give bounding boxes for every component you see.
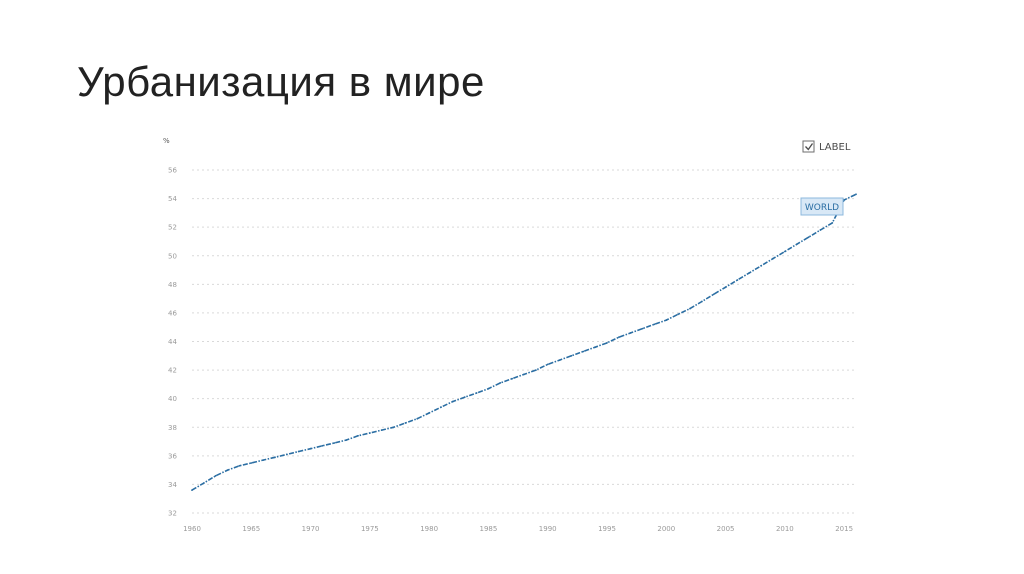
- series-label-text: WORLD: [805, 203, 839, 213]
- data-point-1976: [380, 429, 383, 431]
- page-title: Урбанизация в мире: [77, 58, 485, 105]
- check-icon: [805, 143, 814, 151]
- x-tick-label-1980: 1980: [420, 525, 438, 533]
- x-tick-label-1995: 1995: [598, 525, 616, 533]
- y-tick-label-56: 56: [168, 167, 177, 175]
- gridlines: [192, 169, 856, 514]
- data-point-2004: [712, 293, 715, 296]
- data-point-1972: [333, 442, 336, 444]
- x-tick-label-1990: 1990: [539, 525, 557, 533]
- data-point-2010: [784, 250, 786, 253]
- x-tick-label-2005: 2005: [717, 525, 735, 533]
- y-tick-label-32: 32: [168, 510, 177, 518]
- data-point-1985: [487, 387, 490, 390]
- y-tick-label-36: 36: [168, 452, 177, 460]
- data-point-2008: [760, 264, 762, 267]
- x-tick-label-1985: 1985: [480, 525, 498, 533]
- data-point-1989: [535, 369, 537, 371]
- data-point-1961: [203, 482, 205, 484]
- data-point-1993: [582, 350, 585, 353]
- data-point-2014: [831, 222, 834, 224]
- x-tick-label-2015: 2015: [835, 525, 853, 533]
- data-point-1979: [416, 417, 419, 420]
- data-point-2001: [677, 313, 679, 316]
- data-point-1981: [440, 406, 442, 409]
- x-tick-label-1960: 1960: [183, 525, 201, 533]
- data-point-2015: [843, 199, 845, 201]
- y-tick-label-50: 50: [168, 252, 177, 260]
- data-point-1986: [499, 382, 502, 384]
- data-point-2006: [736, 279, 739, 281]
- y-tick-label-48: 48: [168, 281, 177, 289]
- x-axis-ticks: 1960 1965 1970 1975 1980 1985 1990 1995 2000 2005…: [183, 525, 853, 533]
- data-point-1970: [309, 447, 312, 450]
- data-point-2005: [724, 286, 727, 289]
- data-point-1980: [428, 412, 430, 414]
- data-point-1964: [238, 464, 241, 467]
- y-tick-label-54: 54: [168, 195, 177, 203]
- data-point-2007: [748, 272, 751, 274]
- data-point-2012: [807, 236, 810, 239]
- data-point-1984: [475, 392, 478, 394]
- data-point-2000: [665, 319, 668, 321]
- data-point-1983: [463, 396, 466, 399]
- x-tick-label-1970: 1970: [302, 525, 320, 533]
- legend-checkbox[interactable]: [802, 140, 815, 153]
- y-tick-label-44: 44: [168, 338, 177, 346]
- data-point-2003: [701, 300, 703, 303]
- data-point-2011: [795, 243, 798, 246]
- data-point-1992: [570, 354, 573, 357]
- y-tick-label-38: 38: [168, 424, 177, 432]
- data-point-2002: [689, 307, 691, 310]
- y-tick-label-40: 40: [168, 395, 177, 403]
- y-tick-label-34: 34: [168, 481, 177, 489]
- data-point-1987: [511, 377, 513, 380]
- series-label-world: WORLD: [800, 197, 844, 216]
- series-layer: [191, 193, 857, 491]
- x-tick-label-2000: 2000: [657, 525, 675, 533]
- series-line-world: [191, 193, 857, 491]
- y-tick-label-46: 46: [168, 309, 177, 317]
- data-point-1974: [357, 434, 359, 437]
- data-point-1973: [345, 439, 347, 441]
- series-label-box: [800, 197, 844, 216]
- y-axis-ticks: 32 34 36 38 40 42 44 46 48 50 52 54 56: [168, 167, 177, 518]
- data-point-1990: [546, 363, 549, 366]
- data-point-1962: [214, 474, 217, 477]
- x-tick-label-2010: 2010: [776, 525, 794, 533]
- y-axis-unit-label: %: [163, 137, 170, 145]
- data-point-1977: [392, 426, 395, 429]
- data-point-1975: [369, 432, 371, 434]
- data-point-1967: [274, 456, 276, 459]
- legend-label: LABEL: [819, 142, 851, 153]
- data-point-1960: [191, 489, 193, 491]
- data-point-1994: [594, 346, 596, 349]
- data-point-1999: [653, 323, 656, 326]
- data-point-1997: [629, 332, 632, 334]
- data-point-2016: [855, 193, 857, 196]
- data-point-1995: [606, 342, 608, 344]
- legend-label-toggle[interactable]: LABEL: [802, 140, 851, 153]
- data-point-1968: [286, 453, 288, 456]
- x-tick-label-1965: 1965: [242, 525, 260, 533]
- data-point-1991: [558, 359, 561, 361]
- data-point-2009: [772, 257, 774, 260]
- data-point-1965: [250, 462, 253, 464]
- data-point-1998: [641, 327, 644, 330]
- x-tick-label-1975: 1975: [361, 525, 379, 533]
- data-point-1971: [321, 444, 324, 447]
- data-point-1963: [226, 469, 229, 471]
- data-point-1969: [297, 450, 300, 453]
- data-point-1978: [404, 422, 407, 424]
- y-tick-label-42: 42: [168, 367, 177, 375]
- data-point-1996: [618, 336, 620, 339]
- data-point-1966: [262, 459, 264, 461]
- data-point-2013: [819, 229, 822, 231]
- data-point-1982: [452, 400, 454, 403]
- data-point-1988: [523, 373, 525, 376]
- y-tick-label-52: 52: [168, 224, 177, 232]
